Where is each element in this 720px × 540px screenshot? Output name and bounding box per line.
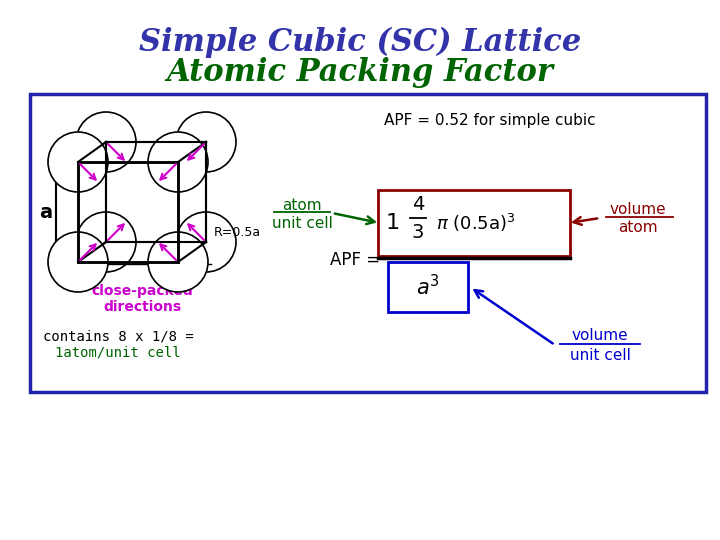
Circle shape: [148, 232, 208, 292]
Text: 1: 1: [386, 213, 400, 233]
Circle shape: [148, 132, 208, 192]
Text: volume: volume: [610, 201, 666, 217]
Bar: [378, 190, 570, 256]
Text: contains 8 x 1/8 =: contains 8 x 1/8 =: [42, 329, 194, 343]
Text: volume: volume: [572, 328, 629, 343]
Text: unit cell: unit cell: [271, 215, 333, 231]
Text: a: a: [40, 202, 53, 221]
Text: atom: atom: [618, 220, 658, 235]
Text: $a^3$: $a^3$: [416, 274, 440, 300]
Text: Simple Cubic (SC) Lattice: Simple Cubic (SC) Lattice: [139, 26, 581, 58]
Text: atom: atom: [282, 198, 322, 213]
Text: 1atom/unit cell: 1atom/unit cell: [55, 345, 181, 359]
Text: APF =: APF =: [330, 251, 380, 269]
Text: close-packed: close-packed: [91, 284, 193, 298]
Text: directions: directions: [103, 300, 181, 314]
Text: R=0.5a: R=0.5a: [214, 226, 261, 239]
Circle shape: [76, 212, 136, 272]
Circle shape: [176, 112, 236, 172]
Text: Atomic Packing Factor: Atomic Packing Factor: [166, 57, 554, 87]
Circle shape: [48, 132, 108, 192]
Circle shape: [48, 232, 108, 292]
Text: unit cell: unit cell: [570, 348, 631, 362]
Circle shape: [176, 212, 236, 272]
Bar: [388, 262, 468, 312]
Circle shape: [76, 112, 136, 172]
Text: APF = 0.52 for simple cubic: APF = 0.52 for simple cubic: [384, 112, 596, 127]
Text: 3: 3: [412, 222, 424, 241]
Bar: [30, 94, 706, 392]
Text: $\pi$ (0.5a)$^3$: $\pi$ (0.5a)$^3$: [436, 212, 516, 234]
Text: 4: 4: [412, 194, 424, 213]
